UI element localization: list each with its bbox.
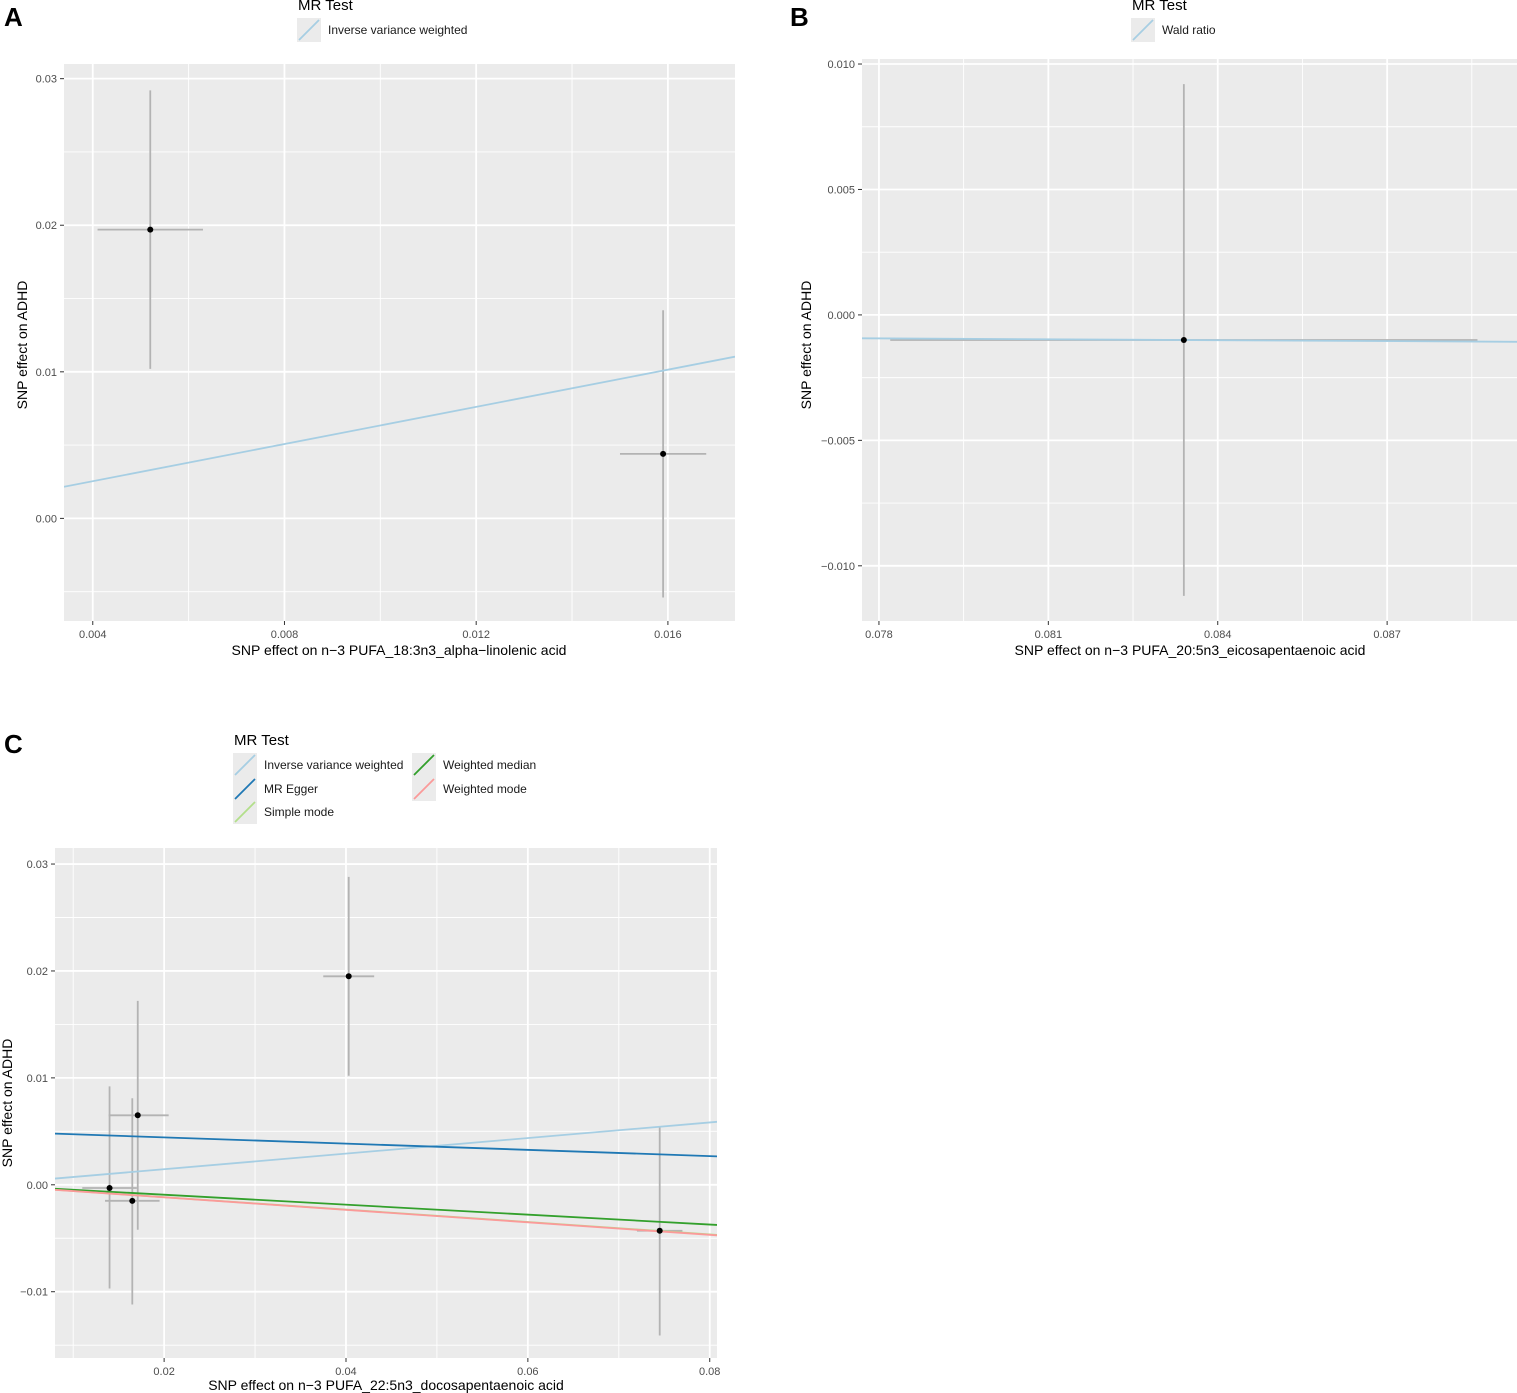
legend-b: MR Test Wald ratio xyxy=(1131,0,1216,42)
x-tick-label: 0.08 xyxy=(699,1366,720,1378)
panel-background xyxy=(55,848,717,1358)
legend-item: Inverse variance weighted xyxy=(297,18,467,42)
x-tick-label: 0.087 xyxy=(1373,629,1401,641)
legend-label: MR Egger xyxy=(264,782,318,796)
legend-item: Wald ratio xyxy=(1131,18,1216,42)
y-axis-title-c: SNP effect on ADHD xyxy=(0,1039,15,1168)
legend-key-line xyxy=(234,754,256,776)
y-tick-label: −0.005 xyxy=(821,435,855,447)
legend-keys-b: Wald ratio xyxy=(1131,18,1216,42)
panel-label-b: B xyxy=(790,2,809,32)
x-tick-label: 0.004 xyxy=(79,629,107,641)
data-point xyxy=(106,1185,113,1191)
regression-line-weighted-median xyxy=(55,1187,717,1226)
panel-label-a: A xyxy=(4,2,23,32)
plot-b: 0.078 0.081 0.084 0.087 −0.010 −0.005 0.000 0.0… xyxy=(821,59,1517,641)
legend-key-line xyxy=(298,19,320,41)
plot-area xyxy=(55,876,717,1336)
regression-line-wald-ratio xyxy=(862,337,1517,343)
regression-line-inverse-variance-weighted xyxy=(55,1120,717,1180)
y-tick-label: 0.02 xyxy=(36,220,57,232)
minor-gridlines xyxy=(55,848,717,1358)
x-tick-label: 0.084 xyxy=(1204,629,1232,641)
x-tick-label: 0.02 xyxy=(153,1366,174,1378)
x-axis-title-c: SNP effect on n−3 PUFA_22:5n3_docosapent… xyxy=(208,1377,564,1393)
data-point xyxy=(656,1227,663,1234)
legend-key-line xyxy=(413,778,435,800)
x-tick-label: 0.012 xyxy=(462,629,490,641)
regression-line-mr-egger xyxy=(55,1132,717,1158)
y-tick-label: 0.00 xyxy=(36,513,57,525)
legend-label: Weighted mode xyxy=(443,782,527,796)
y-tick-label: 0.000 xyxy=(827,310,855,322)
plot-c: 0.02 0.04 0.06 0.08 −0.01 0.00 0.01 0.02 0.03 xyxy=(20,848,720,1378)
plot-area xyxy=(862,84,1517,596)
legend-label: Simple mode xyxy=(264,805,334,819)
y-tick-label: −0.01 xyxy=(20,1287,48,1299)
y-tick-label: 0.03 xyxy=(27,859,48,871)
legend-key-line xyxy=(1132,19,1154,41)
legend-item: Inverse variance weighted xyxy=(233,753,403,777)
panel-b: MR Test Wald ratio 0.078 0.081 0.084 0.087 −… xyxy=(798,0,1517,658)
legend-title-c: MR Test xyxy=(234,732,290,749)
legend-item: MR Egger xyxy=(233,777,318,801)
panel-label-c: C xyxy=(4,729,23,759)
x-axis-title-a: SNP effect on n−3 PUFA_18:3n3_alpha−lino… xyxy=(232,642,567,658)
legend-label: Inverse variance weighted xyxy=(264,758,403,772)
y-tick-label: −0.010 xyxy=(821,561,855,573)
data-point xyxy=(345,973,352,980)
legend-item: Weighted median xyxy=(412,753,536,777)
x-tick-label: 0.016 xyxy=(654,629,682,641)
legend-title-b: MR Test xyxy=(1132,0,1188,14)
plot-a: 0.004 0.008 0.012 0.016 0.00 0.01 0.02 0.03 xyxy=(36,64,735,641)
legend-key-line xyxy=(413,754,435,776)
legend-title-a: MR Test xyxy=(298,0,354,14)
legend-c: MR Test Inverse variance weighted MR Egge… xyxy=(233,732,536,824)
y-tick-label: 0.03 xyxy=(36,74,57,86)
y-axis-title-a: SNP effect on ADHD xyxy=(14,281,30,410)
y-tick-label: 0.02 xyxy=(27,966,48,978)
panel-background xyxy=(64,64,735,621)
legend-label: Weighted median xyxy=(443,758,536,772)
data-point xyxy=(147,226,154,233)
y-axis-title-b: SNP effect on ADHD xyxy=(798,281,814,410)
legend-keys-a: Inverse variance weighted xyxy=(297,18,467,42)
minor-gridlines xyxy=(64,64,735,621)
x-tick-label: 0.081 xyxy=(1035,629,1063,641)
plot-area xyxy=(64,90,735,598)
data-point xyxy=(134,1112,141,1119)
legend-key-line xyxy=(234,801,256,823)
legend-keys-c: Inverse variance weighted MR Egger Simple … xyxy=(233,753,536,824)
legend-item: Weighted mode xyxy=(412,777,527,801)
regression-line-inverse-variance-weighted xyxy=(64,355,735,488)
x-tick-label: 0.008 xyxy=(271,629,299,641)
y-tick-label: 0.005 xyxy=(827,184,855,196)
x-tick-label: 0.06 xyxy=(517,1366,538,1378)
x-tick-label: 0.04 xyxy=(335,1366,356,1378)
major-gridlines xyxy=(55,848,717,1358)
y-tick-label: 0.01 xyxy=(27,1073,48,1085)
regression-line-weighted-mode xyxy=(55,1188,717,1237)
panel-a: MR Test Inverse variance weighted 0.004 0… xyxy=(14,0,735,658)
y-tick-label: 0.01 xyxy=(36,367,57,379)
major-gridlines xyxy=(64,64,735,621)
data-point xyxy=(660,450,667,457)
y-tick-label: 0.010 xyxy=(827,59,855,71)
legend-label: Inverse variance weighted xyxy=(328,23,467,37)
x-axis-title-b: SNP effect on n−3 PUFA_20:5n3_eicosapent… xyxy=(1015,642,1366,658)
data-point xyxy=(129,1197,136,1204)
legend-label: Wald ratio xyxy=(1162,23,1216,37)
legend-a: MR Test Inverse variance weighted xyxy=(297,0,467,42)
panel-c: MR Test Inverse variance weighted MR Egge… xyxy=(0,732,720,1393)
data-point xyxy=(1180,337,1187,343)
x-tick-label: 0.078 xyxy=(865,629,893,641)
legend-key-line xyxy=(234,778,256,800)
legend-item: Simple mode xyxy=(233,800,334,824)
y-tick-label: 0.00 xyxy=(27,1180,48,1192)
